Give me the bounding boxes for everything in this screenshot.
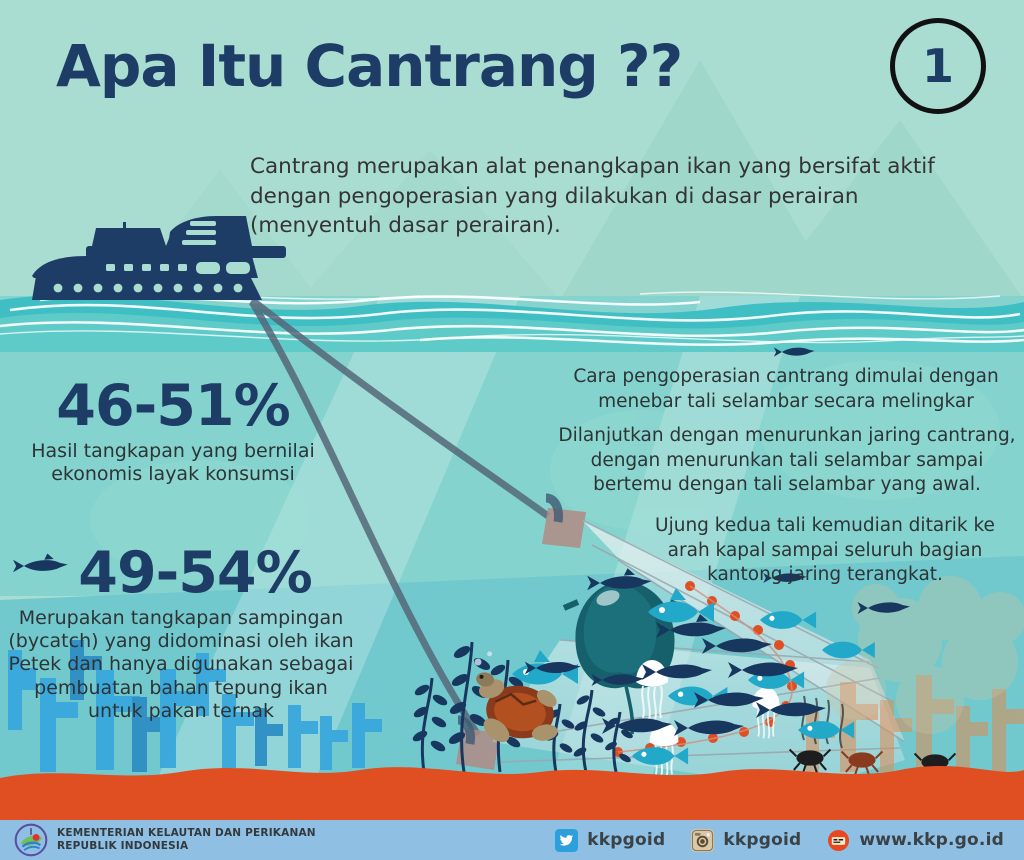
website-icon[interactable] [827, 829, 850, 852]
social-links: kkpgoid kkpgoid [555, 828, 1004, 852]
stat-economic-catch-description: Hasil tangkapan yang bernilai ekonomis l… [31, 440, 315, 486]
wave-band [0, 291, 1024, 352]
slide-number-value: 1 [921, 39, 954, 93]
ministry-name: KEMENTERIAN KELAUTAN DAN PERIKANAN REPUB… [57, 827, 316, 853]
instagram-icon[interactable] [691, 828, 715, 852]
intro-paragraph: Cantrang merupakan alat penangkapan ikan… [250, 154, 935, 239]
social-twitter[interactable]: kkpgoid [555, 828, 666, 852]
stat-bycatch-description: Merupakan tangkapan sampingan (bycatch) … [8, 607, 354, 722]
social-instagram[interactable]: kkpgoid [691, 828, 802, 852]
slide-number-badge: 1 [890, 18, 986, 114]
stat-bycatch-value: 49-54% [78, 540, 312, 606]
stat-economic-catch: 46-51% Hasil tangkapan yang bernilai eko… [18, 378, 328, 486]
otter-board-lower [456, 715, 500, 770]
instagram-handle[interactable]: kkpgoid [723, 830, 802, 850]
reef-fish-group [512, 588, 875, 765]
social-website[interactable]: www.kkp.go.id [827, 829, 1004, 852]
coral-cluster-left [8, 640, 382, 772]
footer-accent-bar [0, 812, 1024, 820]
trawl-warp-cables [249, 297, 551, 737]
otter-board-upper [542, 493, 586, 548]
twitter-handle[interactable]: kkpgoid [587, 830, 666, 850]
note-step-3: Ujung kedua tali kemudian ditarik ke ara… [655, 515, 995, 586]
footer-bar: KEMENTERIAN KELAUTAN DAN PERIKANAN REPUB… [0, 820, 1024, 860]
page-title: Apa Itu Cantrang ?? [56, 32, 683, 100]
fishing-boat [32, 216, 286, 300]
twitter-icon[interactable] [555, 828, 579, 852]
coral-blobs [826, 576, 1024, 734]
ministry-line-1: KEMENTERIAN KELAUTAN DAN PERIKANAN [57, 827, 316, 840]
ministry-line-2: REPUBLIK INDONESIA [57, 840, 189, 852]
note-step-1: Cara pengoperasian cantrang dimulai deng… [573, 366, 999, 412]
stat-bycatch: 49-54% Merupakan tangkapan sampingan (by… [6, 545, 356, 723]
kkp-logo [14, 823, 48, 857]
tuna-school [524, 347, 910, 736]
seabed [0, 766, 1024, 816]
stat-fish-icon [13, 553, 68, 573]
stat-economic-catch-value: 46-51% [56, 373, 290, 439]
sea-turtle [474, 651, 558, 743]
note-step-2: Dilanjutkan dengan menurunkan jaring can… [558, 425, 1016, 496]
website-url[interactable]: www.kkp.go.id [859, 830, 1004, 850]
